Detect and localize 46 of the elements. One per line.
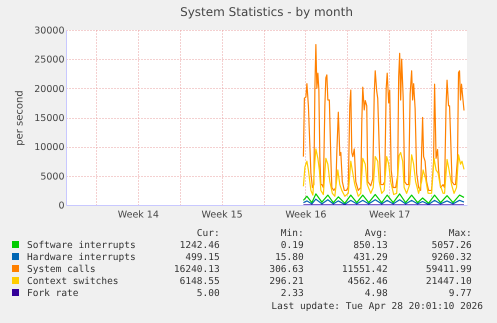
x-tick-label: Week 17 (369, 210, 410, 220)
legend-label: Fork rate (26, 288, 80, 300)
text: 15.80 (274, 252, 304, 264)
text: 306.63 (268, 264, 304, 276)
x-tick-label: Week 16 (285, 210, 326, 220)
text: Last update: Tue Apr 28 20:01:10 2026 (271, 301, 483, 312)
y-tick-label: 15000 (34, 113, 64, 124)
y-tick-label: 0 (58, 200, 64, 212)
text: 850.13 (352, 240, 388, 252)
text: Max: (448, 228, 472, 240)
y-tick-label: 10000 (34, 142, 64, 154)
line-series (302, 193, 465, 204)
text: 59411.99 (424, 264, 472, 276)
text: 4.98 (364, 288, 388, 300)
text: Cur: (196, 228, 220, 240)
text: Min: (280, 228, 304, 240)
y-tick-label: 25000 (34, 54, 64, 66)
legend-label: System calls (26, 264, 97, 276)
text: 5057.26 (430, 240, 472, 252)
text: 16240.13 (172, 264, 220, 276)
text: 6148.55 (178, 276, 220, 288)
text: 499.15 (184, 252, 220, 264)
text: Avg: (364, 228, 388, 240)
text: 21447.10 (424, 276, 472, 288)
text: 9.77 (448, 288, 472, 300)
legend-label: Hardware interrupts (26, 252, 136, 264)
legend-label: Software interrupts (26, 240, 136, 252)
text: 4562.46 (346, 276, 388, 288)
y-tick-label: 20000 (34, 84, 64, 95)
text: 9260.32 (430, 252, 472, 264)
line-series (302, 148, 465, 197)
text: 2.33 (280, 288, 304, 300)
y-tick-label: 30000 (34, 26, 64, 36)
y-axis-title: per second (14, 90, 26, 146)
x-tick-label: Week 14 (118, 210, 159, 220)
text: 431.29 (352, 252, 388, 264)
text: 0.19 (280, 240, 304, 252)
y-tick-label: 5000 (40, 171, 64, 182)
line-series (302, 44, 465, 192)
legend-label: Context switches (26, 276, 120, 288)
text: 11551.42 (340, 264, 388, 276)
text: 1242.46 (178, 240, 220, 252)
x-tick-label: Week 15 (202, 210, 243, 220)
text: 5.00 (196, 288, 220, 300)
text: 296.21 (268, 276, 304, 288)
chart-title: System Statistics - by month (180, 5, 353, 19)
